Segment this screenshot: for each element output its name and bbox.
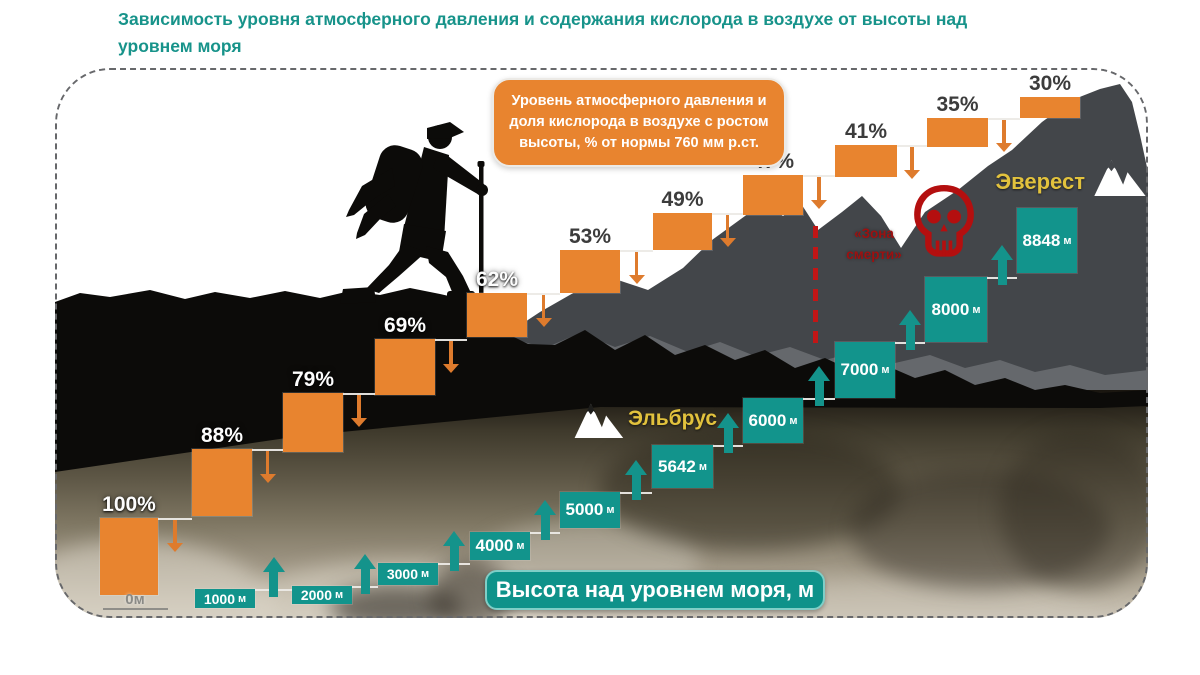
pressure-step-box — [835, 145, 897, 177]
elbrus-label: Эльбрус — [628, 407, 718, 430]
pressure-drop-arrow — [996, 120, 1012, 152]
altitude-unit: м — [881, 364, 890, 376]
altitude-unit: м — [421, 568, 430, 580]
altitude-value: 6000 — [748, 410, 787, 430]
pressure-step-label: 30% — [1028, 72, 1072, 95]
step-connector-line — [803, 175, 835, 177]
step-connector-line — [252, 449, 283, 451]
elbrus-mountain-icon — [574, 403, 624, 438]
step-connector-line — [897, 145, 927, 147]
pressure-drop-arrow — [719, 215, 736, 247]
pressure-step-label: 53% — [568, 225, 612, 248]
sea-level-label: 0м — [125, 591, 145, 608]
pressure-step-label: 100% — [102, 493, 156, 516]
altitude-up-arrow — [354, 554, 376, 594]
page-title: Зависимость уровня атмосферного давления… — [118, 9, 968, 57]
step-connector-line — [343, 393, 375, 395]
pressure-drop-arrow — [351, 395, 367, 427]
pressure-drop-arrow — [535, 295, 552, 327]
altitude-value: 5000 — [565, 500, 604, 519]
step-connector-line — [158, 518, 192, 520]
pressure-step-box — [1020, 97, 1080, 118]
altitude-up-arrow — [625, 460, 647, 500]
altitude-step-box: 6000 м — [743, 398, 803, 443]
altitude-unit: м — [516, 540, 525, 552]
altitude-unit: м — [972, 303, 981, 316]
altitude-up-arrow — [443, 531, 465, 571]
pressure-drop-arrow — [904, 147, 920, 179]
altitude-step-box: 4000 м — [470, 532, 530, 560]
altitude-value: 5642 — [658, 456, 696, 476]
altitude-unit: м — [606, 504, 615, 516]
altitude-up-arrow — [899, 310, 921, 350]
pressure-step-box — [283, 393, 343, 452]
altitude-value: 3000 — [386, 566, 418, 582]
pressure-step-box — [560, 250, 620, 293]
altitude-step-box: 5642 м — [652, 445, 713, 488]
step-connector-line — [712, 213, 743, 215]
altitude-value: 1000 — [203, 590, 235, 607]
altitude-unit: м — [335, 589, 344, 601]
pressure-drop-arrow — [167, 520, 183, 552]
altitude-value: 8000 — [931, 299, 970, 319]
pressure-step-box — [927, 118, 988, 147]
altitude-value: 2000 — [300, 587, 332, 603]
step-connector-line — [435, 339, 467, 341]
altitude-step-box: 3000 м — [378, 563, 438, 585]
altitude-value: 7000 — [840, 360, 879, 379]
pressure-step-box — [100, 518, 158, 595]
altitude-up-arrow — [717, 413, 739, 453]
pressure-step-box — [192, 449, 252, 516]
altitude-step-box: 1000 м — [195, 589, 255, 608]
death-zone-dashed-line — [813, 226, 818, 348]
pressure-drop-arrow — [628, 252, 645, 284]
everest-mountain-icon — [1094, 159, 1146, 196]
death-zone-label: «Зона смерти» — [846, 226, 902, 262]
pressure-callout: Уровень атмосферного давления и доля кис… — [492, 78, 786, 168]
pressure-drop-arrow — [443, 341, 459, 373]
altitude-step-box: 7000 м — [835, 342, 895, 398]
pressure-step-label: 49% — [661, 188, 704, 211]
pressure-step-label: 62% — [475, 268, 519, 291]
altitude-unit: м — [789, 414, 798, 427]
climber-silhouette — [340, 122, 488, 342]
pressure-drop-arrow — [259, 451, 276, 483]
everest-label: Эверест — [995, 169, 1085, 194]
pressure-step-label: 41% — [844, 120, 888, 143]
altitude-step-box: 5000 м — [560, 492, 620, 528]
pressure-step-box — [375, 339, 435, 395]
axis-label-box: Высота над уровнем моря, м — [485, 570, 825, 610]
altitude-step-box: 8848 м — [1017, 208, 1077, 273]
pressure-step-label: 35% — [936, 93, 979, 116]
altitude-step-box: 8000 м — [925, 277, 987, 342]
pressure-drop-arrow — [811, 177, 827, 209]
step-connector-line — [988, 118, 1020, 120]
altitude-unit: м — [698, 460, 707, 473]
altitude-up-arrow — [262, 557, 285, 597]
pressure-step-box — [467, 293, 527, 337]
altitude-up-arrow — [991, 245, 1013, 285]
pressure-step-label: 79% — [291, 368, 335, 391]
altitude-unit: м — [238, 592, 247, 605]
sea-level-line — [103, 608, 168, 610]
altitude-value: 8848 — [1022, 230, 1061, 250]
step-connector-line — [620, 250, 653, 252]
pressure-step-box — [653, 213, 712, 250]
step-connector-line — [527, 293, 560, 295]
altitude-value: 4000 — [475, 536, 514, 555]
skull-icon — [914, 184, 974, 257]
altitude-unit: м — [1063, 234, 1072, 247]
pressure-step-label: 69% — [383, 314, 427, 337]
scene: Уровень атмосферного давления и доля кис… — [55, 68, 1148, 618]
pressure-step-label: 88% — [200, 424, 244, 447]
pressure-step-box — [743, 175, 803, 215]
altitude-step-box: 2000 м — [292, 586, 352, 604]
altitude-up-arrow — [534, 500, 556, 540]
altitude-up-arrow — [808, 366, 830, 406]
